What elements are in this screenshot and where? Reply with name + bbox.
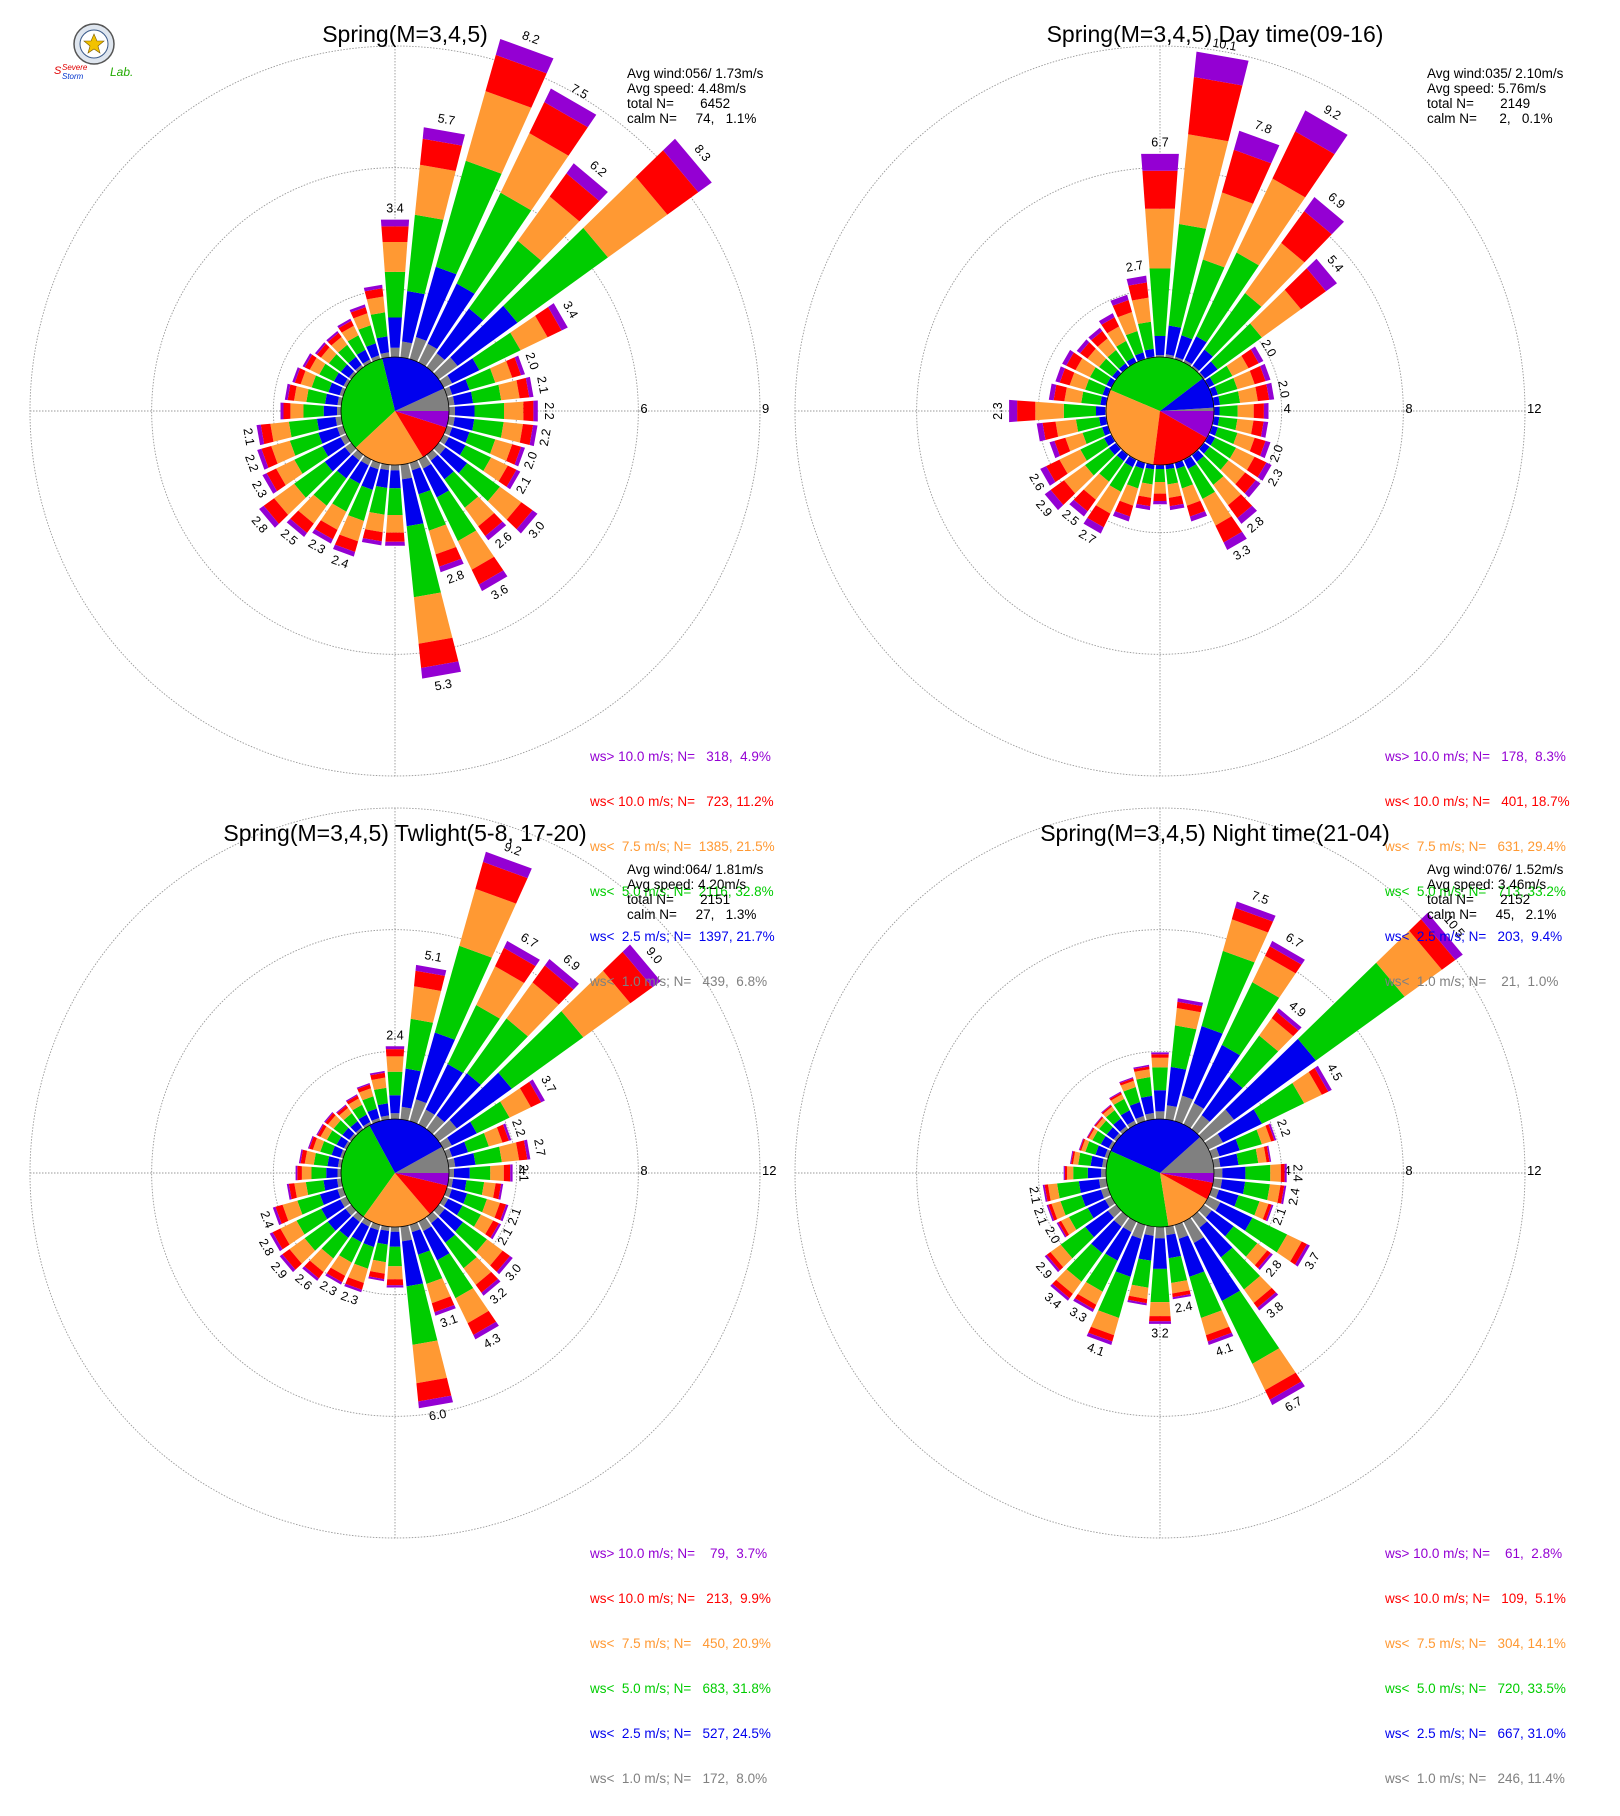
- avg-speed: Avg speed: 3.46m/s: [1427, 877, 1563, 892]
- legend: ws> 10.0 m/s; N= 61, 2.8% ws< 10.0 m/s; …: [1385, 1516, 1566, 1816]
- total-n: total N= 2152: [1427, 892, 1563, 907]
- legend-entry-gray: ws< 1.0 m/s; N= 172, 8.0%: [590, 1771, 771, 1786]
- legend-entry-purple: ws> 10.0 m/s; N= 178, 8.3%: [1385, 749, 1570, 764]
- panel-spring-twilight: Spring(M=3,4,5) Twlight(5-8, 17-20) Avg …: [0, 820, 810, 1640]
- total-n: total N= 2149: [1427, 96, 1563, 111]
- panel-spring-nighttime: Spring(M=3,4,5) Night time(21-04) Avg wi…: [810, 820, 1620, 1640]
- avg-wind: Avg wind:076/ 1.52m/s: [1427, 862, 1563, 877]
- calm-n: calm N= 27, 1.3%: [627, 907, 763, 922]
- legend-entry-orange: ws< 7.5 m/s; N= 304, 14.1%: [1385, 1636, 1566, 1651]
- legend-entry-green: ws< 5.0 m/s; N= 720, 33.5%: [1385, 1681, 1566, 1696]
- total-n: total N= 2151: [627, 892, 763, 907]
- legend-entry-red: ws< 10.0 m/s; N= 401, 18.7%: [1385, 794, 1570, 809]
- avg-speed: Avg speed: 4.48m/s: [627, 81, 763, 96]
- avg-wind: Avg wind:064/ 1.81m/s: [627, 862, 763, 877]
- legend-entry-red: ws< 10.0 m/s; N= 723, 11.2%: [590, 794, 775, 809]
- chart-title: Spring(M=3,4,5): [0, 21, 810, 48]
- legend-entry-purple: ws> 10.0 m/s; N= 61, 2.8%: [1385, 1546, 1566, 1561]
- calm-n: calm N= 45, 2.1%: [1427, 907, 1563, 922]
- chart-title: Spring(M=3,4,5) Night time(21-04): [810, 820, 1620, 847]
- avg-wind: Avg wind:056/ 1.73m/s: [627, 66, 763, 81]
- chart-title: Spring(M=3,4,5) Twlight(5-8, 17-20): [0, 820, 810, 847]
- legend-entry-orange: ws< 7.5 m/s; N= 450, 20.9%: [590, 1636, 771, 1651]
- avg-speed: Avg speed: 4.20m/s: [627, 877, 763, 892]
- avg-wind: Avg wind:035/ 2.10m/s: [1427, 66, 1563, 81]
- legend-entry-red: ws< 10.0 m/s; N= 213, 9.9%: [590, 1591, 771, 1606]
- legend-entry-purple: ws> 10.0 m/s; N= 79, 3.7%: [590, 1546, 771, 1561]
- panel-spring-daytime: Spring(M=3,4,5) Day time(09-16) Avg wind…: [810, 0, 1620, 820]
- calm-n: calm N= 74, 1.1%: [627, 111, 763, 126]
- calm-n: calm N= 2, 0.1%: [1427, 111, 1563, 126]
- legend-entry-blue: ws< 2.5 m/s; N= 527, 24.5%: [590, 1726, 771, 1741]
- legend-entry-gray: ws< 1.0 m/s; N= 246, 11.4%: [1385, 1771, 1566, 1786]
- legend-entry-blue: ws< 2.5 m/s; N= 667, 31.0%: [1385, 1726, 1566, 1741]
- legend-entry-purple: ws> 10.0 m/s; N= 318, 4.9%: [590, 749, 775, 764]
- legend: ws> 10.0 m/s; N= 79, 3.7% ws< 10.0 m/s; …: [590, 1516, 771, 1816]
- total-n: total N= 6452: [627, 96, 763, 111]
- legend-entry-green: ws< 5.0 m/s; N= 683, 31.8%: [590, 1681, 771, 1696]
- chart-title: Spring(M=3,4,5) Day time(09-16): [810, 21, 1620, 48]
- avg-speed: Avg speed: 5.76m/s: [1427, 81, 1563, 96]
- legend-entry-red: ws< 10.0 m/s; N= 109, 5.1%: [1385, 1591, 1566, 1606]
